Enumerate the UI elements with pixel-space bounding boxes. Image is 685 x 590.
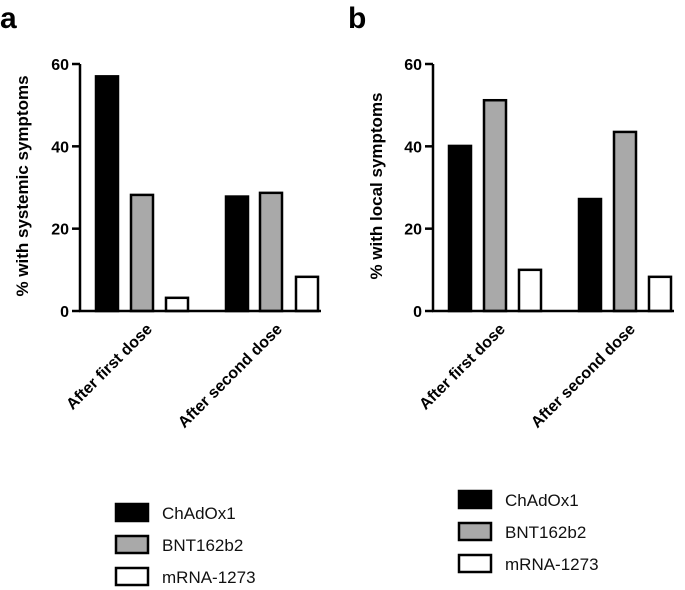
legend-swatch-mrna-1273 (114, 566, 150, 587)
bar-chadox1-after-first-dose (447, 144, 473, 313)
y-tick-label: 0 (413, 304, 422, 321)
legend-swatch-chadox1 (457, 489, 493, 510)
x-category-label: After second dose (528, 321, 639, 432)
bar-mrna-1273-after-second-dose (294, 275, 320, 313)
bar-mrna-1273-after-first-dose (164, 296, 190, 313)
x-category-label: After first dose (63, 321, 156, 414)
bar-mrna-1273-after-second-dose (647, 275, 673, 313)
legend-swatch-mrna-1273 (457, 553, 493, 574)
panel-a: a % with systemic symptoms 0 20 40 60 After fi… (0, 2, 321, 587)
y-tick-label: 60 (404, 57, 422, 74)
legend-label-chadox1: ChAdOx1 (162, 504, 236, 523)
legend-swatch-chadox1 (114, 502, 150, 523)
y-tick-label: 60 (51, 57, 69, 74)
panel-b: b % with local symptoms 0 20 40 60 After first… (348, 2, 674, 574)
y-tick-label: 20 (404, 222, 422, 239)
legend-swatch-bnt162b2 (457, 521, 493, 542)
y-tick-label: 20 (51, 222, 69, 239)
y-tick-label: 40 (51, 139, 69, 156)
bar-bnt162b2-after-second-dose (612, 130, 638, 313)
y-tick-label: 0 (60, 304, 69, 321)
bar-bnt162b2-after-second-dose (258, 191, 284, 313)
legend-label-bnt162b2: BNT162b2 (162, 536, 243, 555)
x-category-label: After second dose (175, 321, 286, 432)
y-tick-label: 40 (404, 139, 422, 156)
bar-chadox1-after-first-dose (94, 75, 120, 313)
panel-letter: b (348, 2, 366, 35)
legend-swatch-bnt162b2 (114, 534, 150, 555)
y-axis-title: % with local symptoms (367, 92, 386, 279)
panel-letter: a (0, 2, 17, 35)
legend-label-mrna-1273: mRNA-1273 (162, 568, 256, 587)
legend-label-mrna-1273: mRNA-1273 (505, 555, 599, 574)
x-category-label: After first dose (416, 321, 509, 414)
legend-label-bnt162b2: BNT162b2 (505, 523, 586, 542)
bar-bnt162b2-after-first-dose (482, 98, 508, 313)
bar-chadox1-after-second-dose (224, 195, 250, 313)
bar-bnt162b2-after-first-dose (129, 193, 155, 313)
y-axis-title: % with systemic symptoms (13, 75, 32, 296)
bar-mrna-1273-after-first-dose (517, 268, 543, 313)
legend-label-chadox1: ChAdOx1 (505, 491, 579, 510)
bar-chadox1-after-second-dose (577, 197, 603, 313)
